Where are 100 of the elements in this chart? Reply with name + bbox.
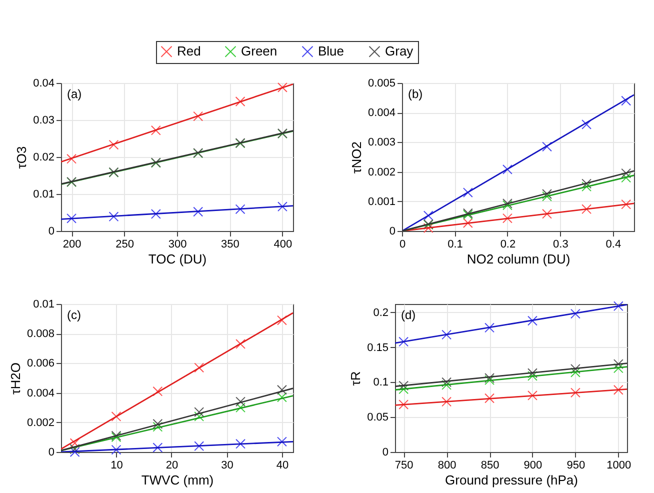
annotation: (c)	[67, 308, 81, 322]
point	[613, 384, 624, 395]
point	[150, 209, 161, 219]
x-tick-label: 800	[438, 460, 456, 472]
point	[613, 363, 624, 374]
point	[152, 422, 163, 432]
point	[462, 188, 473, 198]
point	[398, 384, 409, 394]
point	[111, 444, 122, 455]
y-tick-label: 0.1	[373, 376, 388, 389]
point	[152, 418, 163, 429]
x-tick-label: 350	[221, 238, 240, 250]
legend-label: Blue	[318, 44, 344, 59]
point	[276, 392, 287, 402]
point	[442, 380, 452, 390]
y-tick-label: 0.005	[368, 78, 396, 90]
point	[570, 367, 580, 378]
point	[194, 407, 204, 418]
point	[462, 218, 473, 228]
point	[542, 189, 552, 199]
x-axis-title: Ground pressure (hPa)	[445, 472, 578, 488]
x-tick-label: 0.4	[606, 238, 622, 250]
y-tick-label: 0.2	[373, 306, 388, 319]
legend-label: Green	[241, 44, 278, 59]
x-tick-label: 1000	[606, 460, 632, 472]
point	[570, 364, 580, 374]
y-tick-label: 0.03	[33, 114, 54, 126]
point	[484, 375, 494, 386]
x-tick-label: 40	[276, 460, 289, 472]
point	[276, 315, 287, 326]
point	[484, 393, 494, 404]
point	[236, 402, 246, 413]
point	[542, 142, 552, 152]
y-tick-label: 0.04	[33, 78, 54, 90]
y-tick-label: 0	[382, 446, 388, 458]
point	[528, 370, 538, 381]
point	[236, 396, 246, 407]
point	[66, 154, 77, 164]
x-tick-label: 400	[274, 238, 292, 250]
legend-label: Red	[177, 44, 201, 59]
point	[152, 442, 163, 453]
x-tick-label: 300	[168, 238, 187, 250]
point	[66, 213, 77, 224]
point	[528, 390, 538, 400]
point	[570, 388, 580, 398]
point	[442, 330, 452, 340]
y-tick-label: 0.002	[368, 166, 396, 178]
y-tick-label: 0.004	[26, 387, 54, 400]
y-tick-label: 0.05	[367, 412, 388, 424]
legend-label: Gray	[385, 44, 414, 59]
point	[70, 447, 80, 457]
x-axis-title: TWVC (mm)	[141, 472, 214, 488]
x-tick-label: 0.2	[500, 238, 516, 250]
point	[528, 316, 538, 326]
y-tick-label: 0.002	[26, 416, 54, 429]
x-tick-label: 30	[221, 460, 234, 472]
y-axis-title: τH2O	[8, 362, 23, 394]
annotation: (d)	[401, 308, 416, 322]
y-tick-label: 0.004	[368, 107, 396, 120]
y-axis-title: τR	[348, 371, 364, 386]
y-tick-label: 0.15	[367, 342, 388, 354]
x-tick-label: 0.3	[553, 238, 568, 250]
point	[276, 436, 287, 447]
point	[235, 204, 246, 214]
point	[398, 336, 409, 347]
y-axis-title: τO3	[14, 146, 30, 169]
y-tick-label: 0.01	[33, 188, 54, 200]
point	[277, 82, 288, 92]
point	[528, 368, 538, 378]
y-tick-label: 0	[389, 226, 396, 238]
point	[502, 213, 512, 224]
point	[277, 202, 288, 212]
point	[613, 301, 624, 312]
point	[194, 412, 204, 422]
annotation: (b)	[408, 87, 423, 101]
point	[442, 396, 452, 407]
point	[502, 164, 512, 174]
y-tick-label: 0.02	[33, 152, 54, 164]
point	[582, 178, 592, 189]
point	[582, 204, 592, 214]
point	[70, 438, 80, 448]
point	[236, 338, 246, 349]
point	[423, 223, 434, 234]
point	[423, 210, 434, 221]
x-tick-label: 250	[116, 238, 134, 250]
point	[194, 441, 204, 452]
point	[542, 191, 552, 202]
point	[152, 386, 163, 396]
point	[276, 384, 287, 395]
point	[111, 412, 122, 422]
point	[236, 438, 246, 449]
point	[442, 377, 452, 388]
y-axis-title: τNO2	[348, 142, 364, 174]
point	[582, 119, 592, 130]
x-tick-label: 950	[566, 460, 586, 472]
point	[570, 308, 580, 319]
y-tick-label: 0.006	[26, 358, 54, 370]
y-tick-label: 0.01	[33, 298, 54, 310]
y-tick-label: 0	[48, 446, 54, 458]
point	[398, 380, 409, 391]
